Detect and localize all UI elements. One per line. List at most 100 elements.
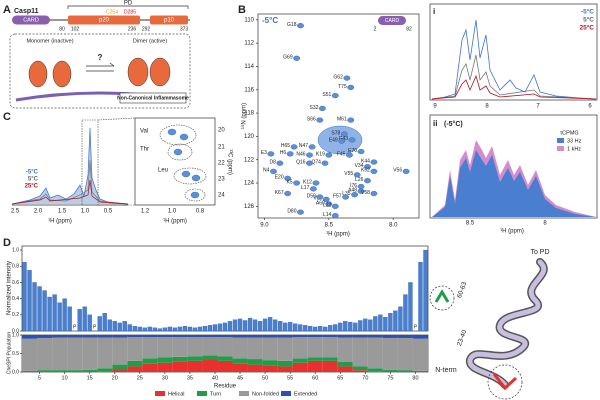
protein-name: Casp11 bbox=[14, 8, 39, 15]
bar bbox=[202, 325, 208, 332]
stack-segment bbox=[277, 335, 293, 338]
y-tick-label: 23 bbox=[218, 177, 225, 183]
peak-label: F57 bbox=[333, 193, 342, 199]
peak-label: K5 bbox=[287, 179, 293, 185]
y-tick-label: 126 bbox=[244, 204, 255, 210]
bar bbox=[388, 313, 393, 332]
p20-label: p20 bbox=[99, 18, 110, 24]
peak-label: E49 bbox=[329, 137, 338, 143]
bar bbox=[257, 321, 263, 332]
peak bbox=[306, 152, 313, 158]
stack-segment bbox=[127, 360, 143, 367]
stack-segment bbox=[412, 335, 428, 339]
spectrum bbox=[431, 54, 597, 100]
bar bbox=[157, 328, 162, 332]
peak bbox=[284, 175, 292, 181]
y-tick-label: 0.5 bbox=[12, 351, 19, 357]
bar bbox=[267, 317, 273, 332]
bar bbox=[262, 318, 268, 332]
bar bbox=[318, 325, 323, 332]
peak bbox=[325, 201, 333, 207]
stack-segment bbox=[157, 337, 173, 358]
peak bbox=[331, 213, 339, 219]
peak-label: I76 bbox=[350, 183, 357, 189]
x-tick-label: 45 bbox=[237, 375, 243, 381]
x-tick-label: 1.5 bbox=[58, 209, 67, 215]
bar bbox=[147, 326, 152, 332]
spectrum bbox=[431, 19, 597, 100]
stack-segment bbox=[232, 335, 248, 338]
stack-segment bbox=[202, 337, 218, 356]
x-tick-label: 1.2 bbox=[141, 209, 150, 215]
stack-segment bbox=[352, 335, 368, 338]
peak-label: E70 bbox=[348, 148, 357, 154]
stack-segment bbox=[202, 359, 218, 372]
stack-segment bbox=[367, 337, 383, 369]
peak-label: L17 bbox=[301, 185, 310, 191]
peak bbox=[347, 84, 355, 91]
peak-label: N4 bbox=[263, 168, 270, 174]
legend-label: Non-folded bbox=[252, 391, 279, 397]
legend-label: Extended bbox=[294, 391, 317, 397]
bar bbox=[227, 321, 233, 332]
stack-segment bbox=[22, 338, 38, 371]
x-tick-label: 40 bbox=[212, 375, 218, 381]
proline-label: P bbox=[93, 324, 97, 330]
peak bbox=[306, 160, 313, 166]
pd-label: PD bbox=[124, 1, 133, 7]
question-mark: ? bbox=[98, 53, 103, 62]
bar bbox=[398, 306, 403, 332]
bar bbox=[37, 286, 42, 332]
bar bbox=[212, 324, 218, 332]
stack-segment bbox=[97, 368, 113, 372]
bar bbox=[172, 327, 178, 332]
peak-label: D59 bbox=[307, 193, 316, 199]
stack-segment bbox=[247, 364, 263, 372]
peak bbox=[342, 194, 349, 200]
bar bbox=[67, 306, 72, 332]
legend-label: Helical bbox=[168, 391, 185, 397]
bar bbox=[368, 319, 373, 332]
bar bbox=[82, 306, 87, 332]
bar bbox=[323, 326, 328, 332]
residue-type: Leu bbox=[158, 168, 168, 174]
stack-segment bbox=[202, 355, 218, 360]
stack-segment bbox=[232, 363, 248, 372]
peak bbox=[284, 190, 292, 197]
monomer-label: Monomer (inactive) bbox=[26, 38, 73, 44]
peak bbox=[357, 188, 365, 194]
peak-label: L14 bbox=[323, 212, 332, 218]
bar bbox=[197, 326, 203, 332]
stack-segment bbox=[67, 337, 83, 371]
stack-segment bbox=[397, 335, 413, 338]
stack-segment bbox=[172, 335, 188, 338]
stack-segment bbox=[97, 335, 113, 338]
stack-segment bbox=[322, 357, 338, 361]
group-outline bbox=[167, 143, 193, 161]
y-tick-label: 1.0 bbox=[12, 247, 19, 253]
x-tick-label: 8 bbox=[543, 221, 547, 227]
bar bbox=[232, 319, 238, 332]
bar bbox=[353, 322, 358, 332]
stack-segment bbox=[52, 335, 68, 338]
bar bbox=[57, 302, 62, 332]
stack-segment bbox=[292, 337, 308, 359]
y-tick-label: 112 bbox=[244, 41, 254, 47]
panel-letter: i bbox=[433, 7, 435, 16]
stack-segment bbox=[382, 337, 398, 370]
legend-label: -5°C bbox=[26, 170, 39, 176]
bar bbox=[343, 321, 348, 332]
bar bbox=[408, 282, 413, 332]
stack-segment bbox=[82, 369, 98, 372]
legend-label: 33 Hz bbox=[567, 138, 582, 144]
bar bbox=[348, 321, 353, 332]
y-tick-label: 1.0 bbox=[12, 332, 19, 338]
zoom-box bbox=[81, 119, 99, 206]
stack-segment bbox=[292, 335, 308, 338]
stack-segment bbox=[337, 335, 353, 338]
y-tick-label: 0.0 bbox=[12, 328, 19, 334]
stack-segment bbox=[172, 361, 188, 372]
x-tick-label: 2.0 bbox=[34, 209, 43, 215]
y-tick-label: 122 bbox=[244, 157, 255, 163]
residue-number: 292 bbox=[142, 26, 151, 32]
